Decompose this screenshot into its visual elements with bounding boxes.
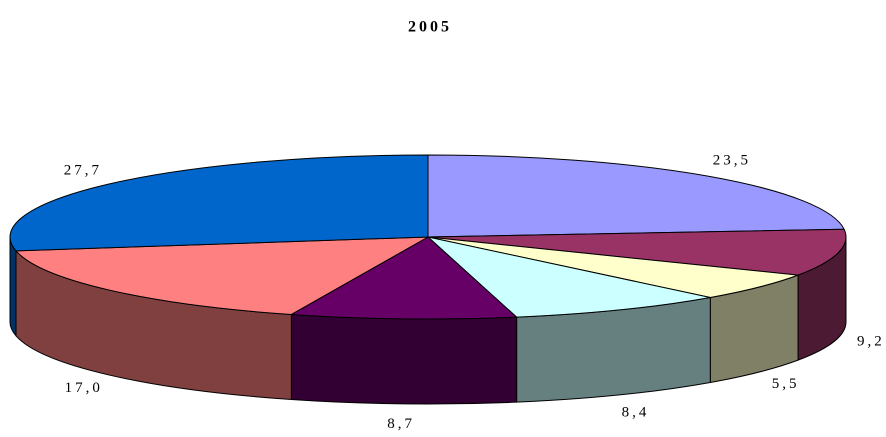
data-label: 9,2: [857, 333, 885, 349]
slice-side: [290, 313, 518, 405]
slice: [15, 236, 429, 315]
data-label: 27,7: [64, 162, 102, 178]
data-label: 8,4: [622, 404, 650, 420]
data-label: 5,5: [772, 376, 800, 392]
slice: [427, 154, 845, 238]
data-label: 17,0: [65, 380, 103, 396]
data-label: 8,7: [387, 416, 415, 432]
data-label: 23,5: [713, 153, 751, 169]
slice: [427, 236, 799, 298]
slice: [290, 236, 518, 320]
slice: [9, 154, 429, 252]
slice: [427, 228, 847, 276]
chart-title: 2005: [408, 19, 452, 36]
slice-side: [9, 236, 17, 337]
slice: [427, 236, 711, 318]
